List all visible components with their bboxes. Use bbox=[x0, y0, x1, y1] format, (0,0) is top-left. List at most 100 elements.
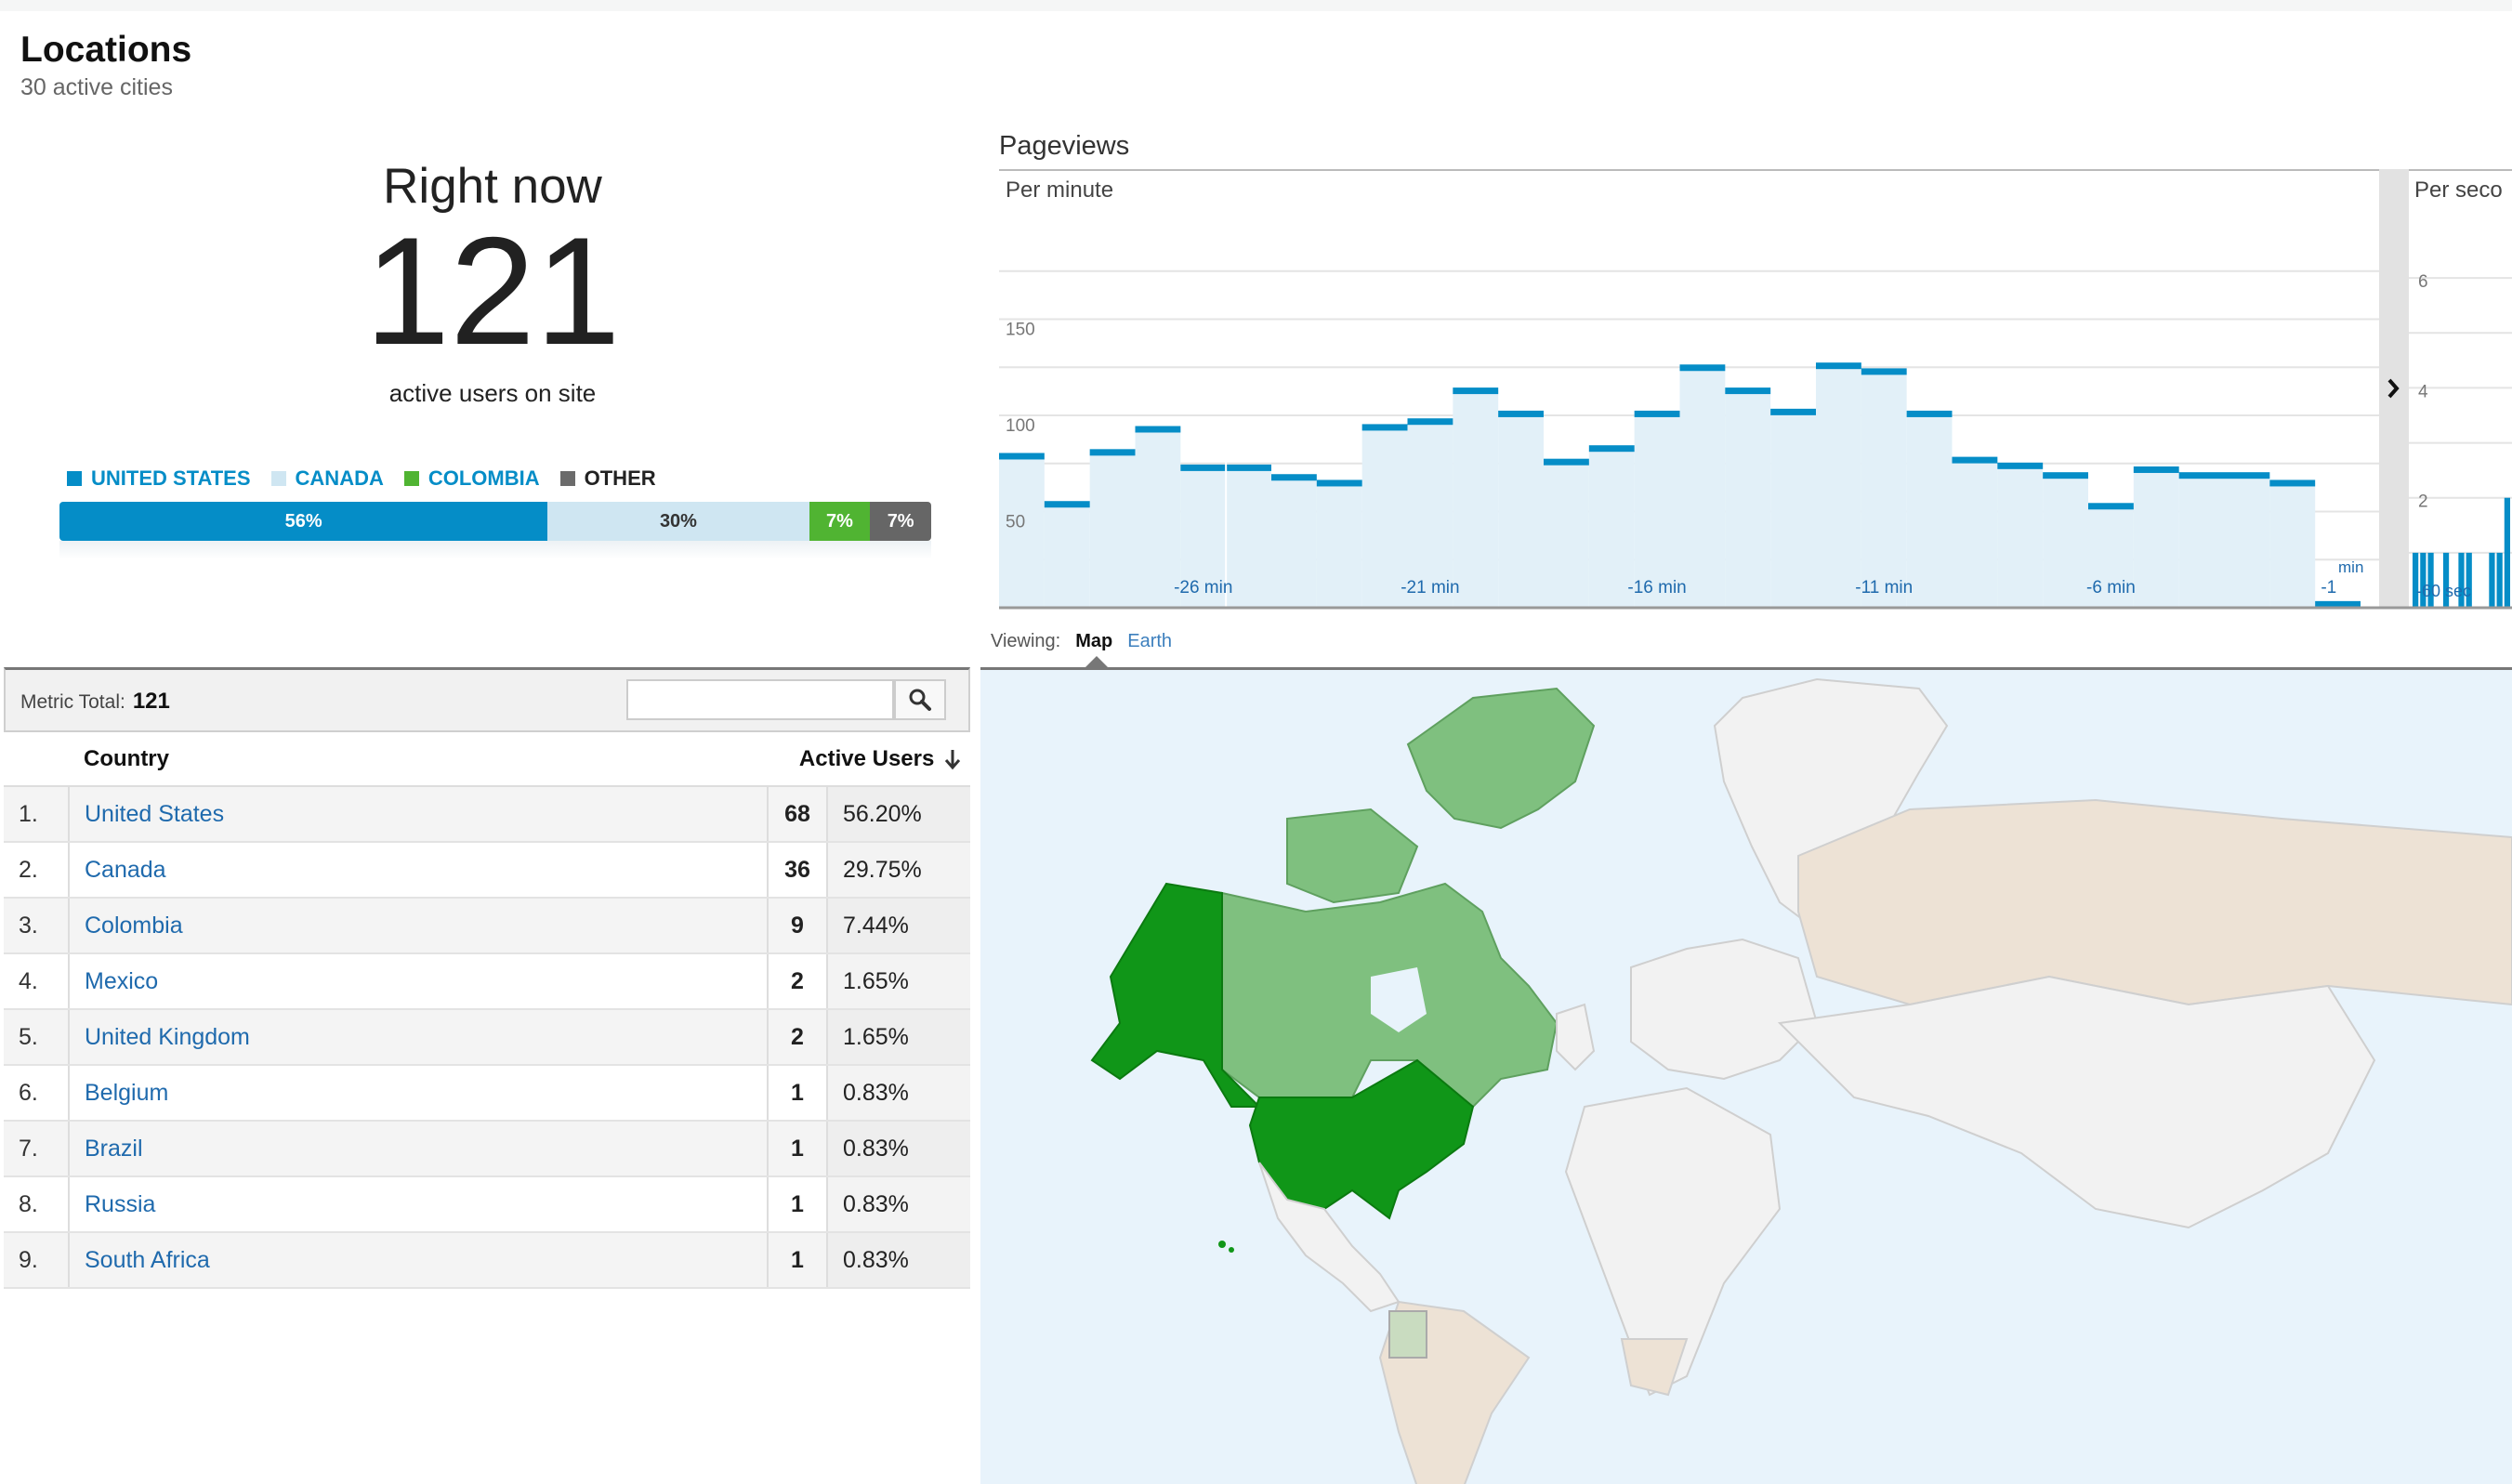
region-canada-arctic[interactable] bbox=[1406, 687, 1596, 830]
region-canada-islands[interactable] bbox=[1286, 808, 1419, 904]
country-link[interactable]: United States bbox=[69, 786, 768, 843]
country-link[interactable]: Russia bbox=[69, 1176, 768, 1233]
x-tick-label: -11 min bbox=[1855, 578, 1913, 598]
bar-cap bbox=[1861, 368, 1907, 375]
tab-earth[interactable]: Earth bbox=[1127, 631, 1173, 651]
metric-total-bar: Metric Total: 121 bbox=[4, 667, 970, 732]
per-second-bar bbox=[2420, 552, 2427, 608]
active-users-percent: 29.75% bbox=[827, 842, 970, 899]
x-tick-label: -16 min bbox=[1627, 578, 1686, 598]
legend-label: CANADA bbox=[295, 466, 384, 490]
table-header-row: Country Active Users bbox=[4, 732, 970, 787]
bar-cap bbox=[2178, 472, 2225, 479]
world-map-svg bbox=[1090, 677, 2512, 1484]
country-link[interactable]: Canada bbox=[69, 842, 768, 899]
search-button[interactable] bbox=[894, 679, 946, 720]
table-row: 9. South Africa 1 0.83% bbox=[4, 1232, 970, 1289]
index-header bbox=[4, 732, 69, 787]
country-link[interactable]: United Kingdom bbox=[69, 1009, 768, 1066]
active-users-value: 1 bbox=[767, 1121, 828, 1177]
x-tick-label: -21 min bbox=[1401, 578, 1459, 598]
active-users-percent: 7.44% bbox=[827, 898, 970, 954]
region-hawaii[interactable] bbox=[1218, 1241, 1226, 1248]
per-second-label: Per seco bbox=[2414, 177, 2503, 203]
top-strip bbox=[0, 0, 2512, 11]
bar-cap bbox=[1316, 479, 1362, 487]
bar-cap bbox=[2043, 472, 2088, 479]
country-link[interactable]: Belgium bbox=[69, 1065, 768, 1122]
bar-fill bbox=[1588, 448, 1635, 608]
share-segment-united-states[interactable]: 56% bbox=[59, 502, 548, 541]
active-users-value: 1 bbox=[767, 1065, 828, 1122]
bar-cap bbox=[1453, 387, 1499, 395]
country-link[interactable]: South Africa bbox=[69, 1232, 768, 1289]
bar-cap bbox=[1498, 410, 1544, 417]
country-link[interactable]: Mexico bbox=[69, 953, 768, 1010]
x-tick-label: -6 min bbox=[2086, 578, 2136, 598]
chevron-right-icon[interactable] bbox=[2387, 378, 2400, 399]
region-united-kingdom[interactable] bbox=[1556, 1003, 1596, 1071]
bar-fill bbox=[1135, 428, 1181, 608]
bar-cap bbox=[1952, 456, 1998, 464]
share-segment-canada[interactable]: 30% bbox=[547, 502, 809, 541]
region-africa[interactable] bbox=[1564, 1086, 1782, 1397]
country-column-header[interactable]: Country bbox=[69, 732, 768, 787]
active-users-value: 2 bbox=[767, 953, 828, 1010]
country-link[interactable]: Brazil bbox=[69, 1121, 768, 1177]
country-link[interactable]: Colombia bbox=[69, 898, 768, 954]
legend-item-united-states: UNITED STATES bbox=[67, 466, 251, 491]
metric-total-text: Metric Total: bbox=[20, 691, 125, 713]
active-users-percent: 0.83% bbox=[827, 1176, 970, 1233]
per-minute-fill bbox=[999, 365, 2361, 608]
bar-fill bbox=[2088, 506, 2134, 608]
arrow-down-icon bbox=[944, 750, 961, 770]
table-row: 1. United States 68 56.20% bbox=[4, 786, 970, 843]
active-users-column-header[interactable]: Active Users bbox=[768, 732, 970, 787]
region-south-africa[interactable] bbox=[1620, 1338, 1689, 1397]
bar-cap bbox=[1180, 464, 1227, 471]
bar-cap bbox=[1361, 424, 1408, 431]
bar-cap bbox=[1089, 449, 1136, 456]
region-alaska[interactable] bbox=[1090, 882, 1262, 1108]
region-asia[interactable] bbox=[1777, 975, 2376, 1229]
bar-cap bbox=[2315, 600, 2361, 608]
magnifier-icon bbox=[909, 689, 931, 711]
table-search-input[interactable] bbox=[626, 679, 894, 720]
per-second-bar bbox=[2466, 552, 2472, 608]
bar-fill bbox=[1997, 465, 2044, 608]
viewing-toggle: Viewing: Map Earth bbox=[991, 631, 1172, 652]
per-minute-label: Per minute bbox=[1006, 177, 1113, 203]
bar-fill bbox=[1498, 413, 1544, 608]
legend-label: UNITED STATES bbox=[91, 466, 251, 490]
per-second-y-labels: 6 4 2 bbox=[2418, 272, 2428, 512]
per-second-bar bbox=[2496, 552, 2503, 608]
bar-cap bbox=[1770, 408, 1816, 415]
table-row: 2. Canada 36 29.75% bbox=[4, 842, 970, 899]
bar-fill bbox=[1952, 459, 1998, 608]
bar-fill bbox=[1725, 390, 1771, 608]
region-colombia[interactable] bbox=[1388, 1310, 1427, 1359]
tab-map[interactable]: Map bbox=[1075, 631, 1113, 651]
legend-item-other: OTHER bbox=[559, 466, 656, 491]
world-map[interactable] bbox=[980, 667, 2512, 1484]
region-russia[interactable] bbox=[1797, 798, 2512, 1006]
bar-fill bbox=[1453, 390, 1499, 608]
bar-cap bbox=[1407, 418, 1453, 426]
share-segment-colombia[interactable]: 7% bbox=[809, 502, 871, 541]
bar-fill bbox=[1180, 466, 1227, 608]
per-minute-min-label: min bbox=[2338, 558, 2363, 576]
per-second-bars bbox=[2413, 497, 2510, 608]
active-users-percent: 0.83% bbox=[827, 1121, 970, 1177]
bar-fill bbox=[999, 455, 1045, 608]
bar-fill bbox=[1906, 413, 1953, 608]
bar-cap bbox=[1679, 364, 1726, 372]
per-second-toggle[interactable] bbox=[2379, 169, 2409, 608]
region-europe[interactable] bbox=[1630, 938, 1819, 1081]
bar-fill bbox=[1044, 504, 1090, 608]
region-hawaii[interactable] bbox=[1229, 1247, 1234, 1253]
active-tab-caret bbox=[1085, 656, 1108, 667]
bar-cap bbox=[1906, 410, 1953, 417]
bar-fill bbox=[1271, 477, 1317, 608]
share-segment-other[interactable]: 7% bbox=[870, 502, 931, 541]
